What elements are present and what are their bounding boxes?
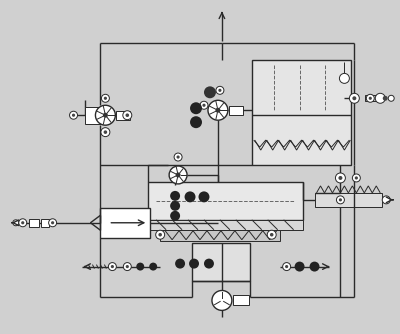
Circle shape: [101, 128, 110, 137]
Circle shape: [352, 174, 360, 182]
Circle shape: [170, 201, 180, 211]
Circle shape: [19, 219, 27, 227]
Circle shape: [189, 259, 199, 269]
Bar: [372, 95, 377, 101]
Circle shape: [21, 221, 24, 224]
Circle shape: [70, 111, 78, 119]
Circle shape: [270, 233, 274, 236]
Circle shape: [13, 220, 19, 226]
Circle shape: [72, 114, 75, 117]
Circle shape: [184, 191, 196, 202]
Circle shape: [176, 172, 180, 177]
Bar: [100, 208, 150, 238]
Bar: [229, 106, 243, 115]
Circle shape: [96, 105, 115, 125]
Bar: [365, 95, 371, 101]
Circle shape: [204, 259, 214, 269]
Bar: [233, 296, 249, 305]
Circle shape: [204, 86, 216, 98]
Circle shape: [126, 114, 129, 117]
Bar: [29, 219, 39, 227]
Circle shape: [216, 108, 220, 113]
Circle shape: [349, 93, 359, 103]
Circle shape: [174, 153, 182, 161]
Circle shape: [102, 94, 109, 102]
Circle shape: [383, 96, 388, 101]
Circle shape: [104, 97, 107, 100]
Circle shape: [111, 265, 114, 268]
Circle shape: [170, 211, 180, 221]
Circle shape: [336, 173, 345, 183]
Circle shape: [158, 233, 162, 236]
Circle shape: [198, 191, 210, 202]
Bar: [160, 230, 280, 241]
Circle shape: [382, 196, 390, 204]
Circle shape: [104, 130, 107, 134]
Circle shape: [216, 86, 224, 94]
Circle shape: [149, 263, 157, 271]
Circle shape: [218, 89, 222, 92]
Circle shape: [336, 196, 344, 204]
Bar: [192, 243, 250, 281]
Circle shape: [176, 155, 180, 159]
Circle shape: [212, 291, 232, 310]
Circle shape: [103, 113, 108, 118]
Circle shape: [169, 166, 187, 184]
Circle shape: [339, 198, 342, 201]
Circle shape: [190, 116, 202, 128]
Circle shape: [369, 97, 372, 100]
Circle shape: [338, 176, 342, 180]
Circle shape: [136, 263, 144, 271]
Bar: [86, 107, 105, 124]
Circle shape: [108, 263, 116, 271]
Circle shape: [267, 230, 276, 239]
Bar: [252, 60, 351, 165]
Circle shape: [126, 265, 129, 268]
Circle shape: [283, 263, 291, 271]
Circle shape: [202, 104, 206, 107]
Circle shape: [170, 191, 180, 201]
Bar: [148, 182, 302, 220]
Circle shape: [355, 176, 358, 180]
Circle shape: [352, 96, 356, 100]
Circle shape: [375, 93, 385, 103]
Bar: [116, 111, 130, 120]
Bar: [148, 220, 302, 230]
Circle shape: [366, 94, 374, 102]
Circle shape: [295, 262, 304, 272]
Bar: [314, 193, 382, 207]
Circle shape: [208, 100, 228, 120]
Bar: [41, 219, 49, 227]
Circle shape: [340, 73, 349, 84]
Circle shape: [285, 265, 288, 268]
Circle shape: [51, 221, 54, 224]
Circle shape: [49, 219, 56, 227]
Circle shape: [310, 262, 320, 272]
Circle shape: [200, 101, 208, 109]
Circle shape: [175, 259, 185, 269]
Circle shape: [156, 230, 165, 239]
Circle shape: [123, 111, 132, 120]
Circle shape: [190, 102, 202, 114]
Circle shape: [388, 95, 394, 101]
Circle shape: [123, 263, 131, 271]
